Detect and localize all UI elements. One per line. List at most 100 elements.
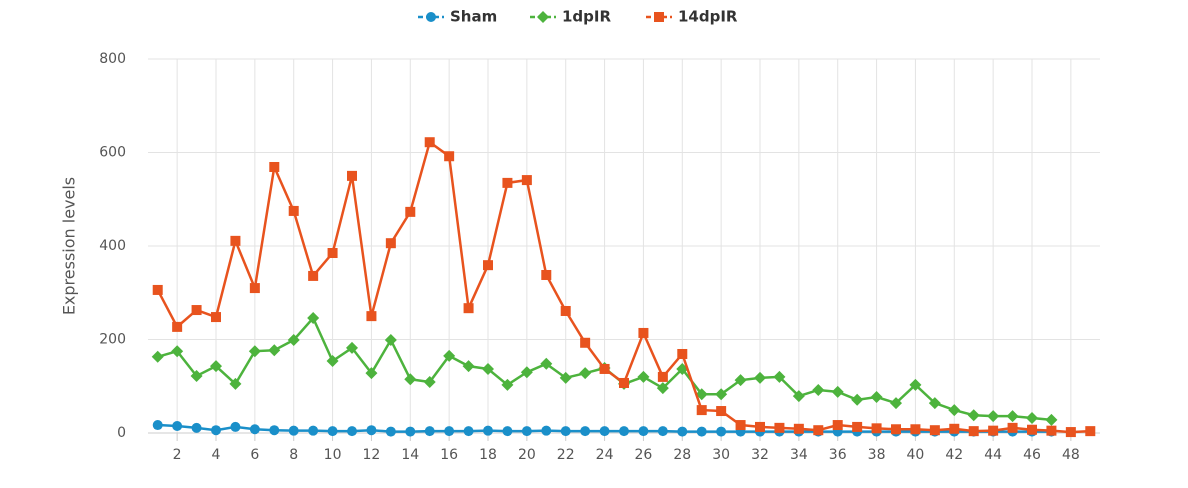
x-tick-label: 40 [907, 447, 925, 463]
point [1045, 413, 1058, 426]
legend-item: Sham [418, 8, 497, 26]
point [1026, 412, 1038, 425]
point [812, 383, 825, 396]
point [308, 270, 319, 281]
point [1007, 422, 1018, 433]
point [813, 425, 824, 436]
point [638, 426, 649, 437]
point [599, 426, 610, 437]
point [365, 367, 378, 380]
point [638, 327, 649, 338]
point [191, 422, 202, 433]
point [909, 378, 922, 391]
x-tick-label: 26 [635, 447, 653, 463]
y-axis-label: Expression levels [60, 177, 79, 315]
point [851, 393, 864, 406]
point [269, 161, 280, 172]
point [230, 421, 241, 432]
point [171, 345, 184, 358]
point [773, 370, 786, 383]
x-tick-label: 2 [173, 447, 182, 463]
point [462, 360, 475, 373]
point [1006, 410, 1019, 423]
x-tick-label: 8 [289, 447, 298, 463]
point [910, 424, 921, 435]
point [793, 423, 804, 434]
point [677, 426, 688, 437]
point [501, 378, 514, 391]
point [521, 426, 532, 437]
point [326, 355, 339, 368]
point [560, 305, 571, 316]
x-tick-label: 24 [596, 447, 614, 463]
point [444, 426, 455, 437]
point [172, 420, 183, 431]
point [307, 311, 320, 324]
point [696, 426, 707, 437]
point [405, 426, 416, 437]
point [483, 425, 493, 436]
point [249, 424, 260, 435]
point [870, 391, 883, 404]
point [716, 406, 727, 417]
point [424, 426, 435, 437]
point [327, 248, 338, 259]
x-tick-label: 20 [518, 447, 536, 463]
point [891, 424, 901, 435]
point [1027, 424, 1037, 435]
point [347, 426, 357, 437]
point [366, 425, 377, 436]
point [619, 377, 629, 388]
point [928, 397, 941, 410]
point [308, 425, 319, 436]
point [852, 421, 863, 432]
x-tick-label: 38 [868, 447, 886, 463]
point [540, 357, 553, 370]
point [580, 426, 591, 437]
point [987, 410, 1000, 423]
x-tick-label: 48 [1062, 447, 1080, 463]
point [385, 426, 396, 437]
point [696, 405, 707, 416]
point [327, 426, 338, 437]
point [792, 390, 805, 403]
point [211, 425, 221, 436]
x-tick-label: 12 [363, 447, 381, 463]
point [890, 397, 902, 410]
point [559, 371, 572, 384]
point [1065, 427, 1076, 438]
point [541, 425, 552, 436]
point [151, 350, 164, 363]
point [210, 360, 222, 373]
x-tick-label: 28 [673, 447, 691, 463]
legend-item: 14dpIR [646, 8, 738, 26]
point [949, 423, 960, 434]
point [502, 177, 513, 188]
point [599, 363, 610, 374]
point [754, 371, 766, 384]
point [152, 284, 163, 295]
y-tick-label: 0 [117, 425, 126, 441]
legend-label: 14dpIR [678, 8, 738, 26]
point [423, 376, 436, 389]
legend-label: Sham [450, 8, 497, 26]
point [463, 426, 474, 437]
y-tick-label: 200 [99, 332, 126, 348]
point [734, 374, 747, 387]
point [405, 206, 416, 217]
point [229, 377, 242, 390]
point [190, 369, 203, 382]
point [657, 426, 668, 437]
x-tick-label: 42 [945, 447, 963, 463]
point [249, 283, 260, 294]
point [695, 388, 708, 401]
point [288, 205, 299, 216]
point [619, 426, 629, 437]
point [1046, 425, 1057, 436]
point [482, 362, 494, 375]
point [677, 348, 688, 359]
point [967, 409, 980, 422]
legend-marker [537, 11, 549, 23]
point [520, 366, 533, 379]
